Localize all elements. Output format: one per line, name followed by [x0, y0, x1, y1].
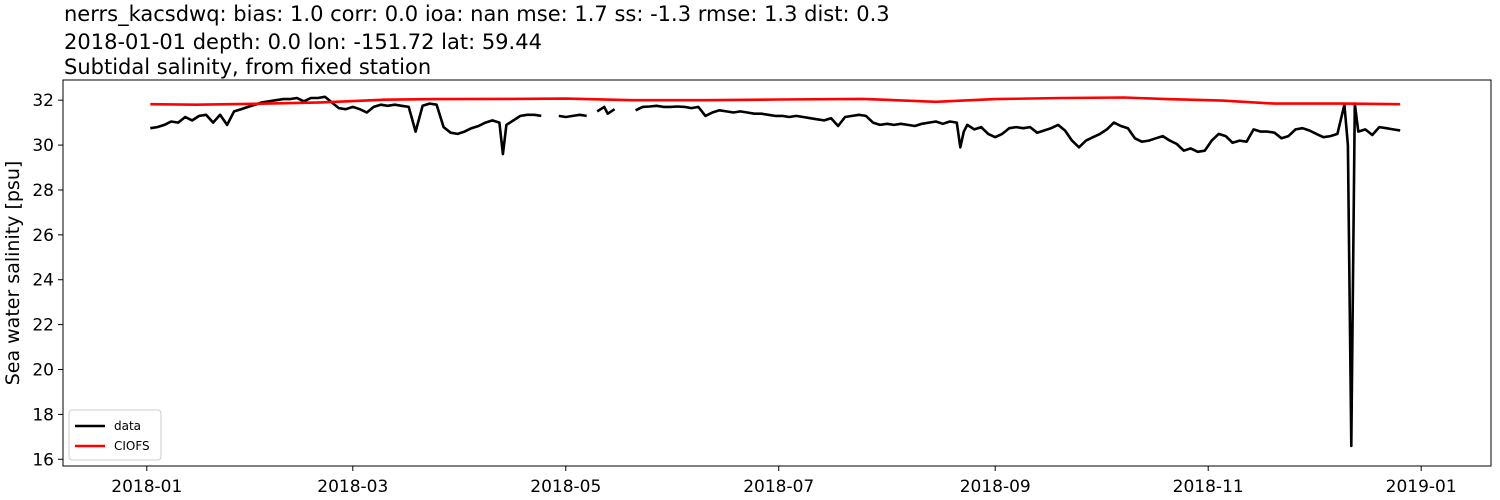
- legend-label-data: data: [114, 419, 141, 433]
- x-tick-label: 2018-01: [111, 477, 182, 497]
- x-tick-label: 2018-11: [1173, 477, 1244, 497]
- x-axis: 2018-01 2018-03 2018-05 2018-07 2018-09 2018-…: [111, 466, 1457, 497]
- y-axis-label: Sea water salinity [psu]: [2, 161, 24, 386]
- legend-box: [68, 409, 162, 461]
- y-tick-label: 32: [32, 91, 54, 111]
- x-tick-label: 2019-01: [1386, 477, 1457, 497]
- series-layer: [150, 95, 1401, 448]
- x-tick-label: 2018-03: [317, 477, 388, 497]
- plot-frame: [62, 79, 1492, 467]
- series-line-data: [150, 95, 542, 156]
- y-tick-label: 16: [32, 450, 54, 470]
- y-tick-label: 22: [32, 316, 54, 336]
- y-tick-label: 28: [32, 181, 54, 201]
- y-tick-label: 20: [32, 361, 54, 381]
- series-line-data: [596, 105, 616, 115]
- y-tick-label: 26: [32, 226, 54, 246]
- series-line-data: [635, 102, 1401, 448]
- series-line-ciofs: [150, 96, 1401, 106]
- x-tick-label: 2018-09: [960, 477, 1031, 497]
- chart-title-line-3: Subtidal salinity, from fixed station: [64, 55, 432, 79]
- chart-title-line-1: nerrs_kacsdwq: bias: 1.0 corr: 0.0 ioa: …: [64, 2, 890, 26]
- y-tick-label: 30: [32, 136, 54, 156]
- legend-label-ciofs: CIOFS: [114, 439, 150, 453]
- x-tick-label: 2018-05: [530, 477, 601, 497]
- y-axis: 16 18 20 22 24 26 28 30 32: [32, 91, 63, 470]
- y-tick-label: 18: [32, 405, 54, 425]
- y-tick-label: 24: [32, 271, 54, 291]
- x-tick-label: 2018-07: [743, 477, 814, 497]
- series-line-data: [558, 113, 587, 119]
- legend: data CIOFS: [68, 409, 162, 461]
- chart-title-line-2: 2018-01-01 depth: 0.0 lon: -151.72 lat: …: [64, 30, 542, 54]
